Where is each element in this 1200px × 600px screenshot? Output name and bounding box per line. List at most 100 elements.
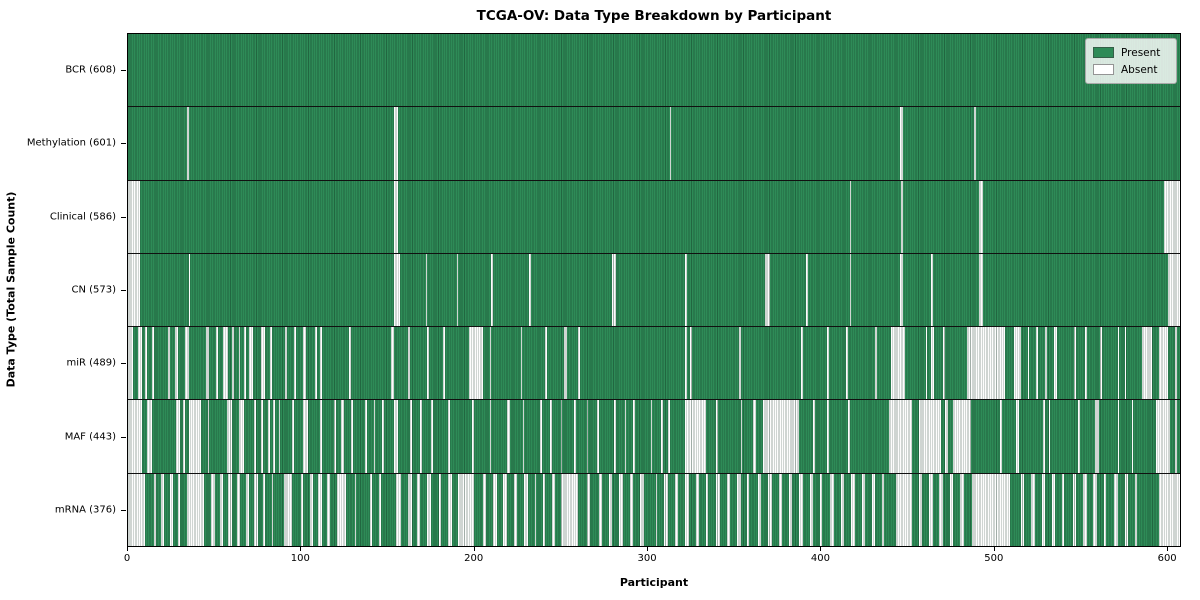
absent-stripe (979, 180, 983, 253)
absent-stripe (896, 473, 912, 546)
absent-stripe (216, 327, 218, 400)
absent-stripe (716, 473, 720, 546)
absent-stripe (231, 327, 234, 400)
x-axis-title: Participant (619, 576, 689, 589)
absent-stripe (1084, 327, 1087, 400)
absent-stripe (979, 253, 983, 327)
absent-stripe (320, 400, 322, 473)
absent-stripe (801, 327, 803, 400)
absent-stripe (427, 327, 430, 400)
absent-stripe (768, 473, 772, 546)
absent-stripe (757, 473, 762, 546)
absent-stripe (524, 473, 528, 546)
absent-stripe (1117, 327, 1120, 400)
absent-stripe (891, 327, 905, 400)
absent-stripe (619, 473, 623, 546)
x-tick-mark (820, 547, 822, 551)
absent-stripe (674, 473, 679, 546)
absent-stripe (1164, 180, 1180, 253)
absent-stripe (1095, 400, 1099, 473)
absent-stripe (747, 473, 750, 546)
absent-stripe (1043, 400, 1046, 473)
absent-stripe (1027, 327, 1030, 400)
absent-stripe (425, 253, 428, 327)
absent-stripe (302, 400, 308, 473)
absent-stripe (128, 400, 142, 473)
absent-stripe (614, 400, 616, 473)
x-tick-label: 100 (290, 553, 310, 564)
absent-stripe (574, 400, 577, 473)
absent-stripe (337, 473, 346, 546)
absent-stripe (949, 473, 954, 546)
absent-stripe (416, 473, 421, 546)
y-tick-mark (121, 143, 126, 145)
absent-stripe (489, 327, 492, 400)
absent-stripe (633, 400, 635, 473)
absent-stripe (503, 473, 507, 546)
absent-stripe (889, 400, 912, 473)
absent-stripe (205, 327, 210, 400)
absent-stripe (354, 473, 357, 546)
x-tick-mark (1167, 547, 1169, 551)
absent-stripe (237, 473, 241, 546)
absent-stripe (967, 327, 1006, 400)
heatmap-row-mir (128, 327, 1180, 401)
absent-stripe (529, 253, 532, 327)
absent-stripe (268, 400, 270, 473)
absent-stripe (669, 107, 672, 180)
absent-stripe (809, 473, 814, 546)
absent-stripe (918, 473, 923, 546)
absent-stripe (174, 327, 179, 400)
absent-stripe (408, 327, 411, 400)
absent-stripe (211, 473, 215, 546)
absent-stripe (261, 327, 265, 400)
absent-stripe (737, 473, 741, 546)
absent-stripe (1000, 400, 1002, 473)
y-tick-mark (121, 510, 126, 512)
absent-stripe (254, 400, 257, 473)
x-tick-mark (127, 547, 128, 551)
absent-stripe (740, 400, 743, 473)
absent-stripe (482, 473, 487, 546)
absent-stripe (314, 327, 317, 400)
absent-stripe (726, 473, 731, 546)
absent-stripe (128, 327, 134, 400)
absent-stripe (458, 473, 475, 546)
absent-stripe (1155, 400, 1170, 473)
absent-stripe (939, 473, 943, 546)
absent-stripe (520, 327, 523, 400)
x-tick-label: 500 (984, 553, 1004, 564)
heatmap-row-mrna (128, 473, 1180, 546)
absent-stripe (269, 327, 272, 400)
absent-stripe (430, 400, 433, 473)
heatmap-row-clinical (128, 180, 1180, 254)
absent-stripe (333, 400, 336, 473)
absent-stripe (849, 253, 852, 327)
absent-stripe (690, 327, 693, 400)
x-tick-label: 0 (123, 553, 131, 564)
absent-stripe (349, 327, 352, 400)
legend-absent-label: Absent (1121, 63, 1158, 76)
absent-stripe (827, 400, 829, 473)
absent-stripe (394, 400, 398, 473)
absent-stripe (326, 473, 331, 546)
absent-stripe (550, 400, 552, 473)
absent-stripe (1051, 473, 1056, 546)
absent-stripe (851, 473, 855, 546)
absent-stripe (640, 473, 644, 546)
absent-stripe (301, 473, 303, 546)
absent-stripe (1093, 473, 1097, 546)
absent-stripe (472, 400, 475, 473)
absent-stripe (685, 327, 687, 400)
absent-stripe (394, 180, 398, 253)
absent-stripe (1031, 473, 1035, 546)
row-label-mrna: mRNA (376) (54, 504, 116, 516)
absent-stripe (1062, 473, 1065, 546)
x-tick-label: 200 (464, 553, 484, 564)
absent-stripe (1020, 473, 1025, 546)
absent-stripe (169, 473, 173, 546)
absent-swatch-icon (1093, 64, 1114, 75)
absent-stripe (373, 400, 376, 473)
x-tick-label: 400 (810, 553, 830, 564)
row-label-mir: miR (489) (66, 357, 116, 369)
